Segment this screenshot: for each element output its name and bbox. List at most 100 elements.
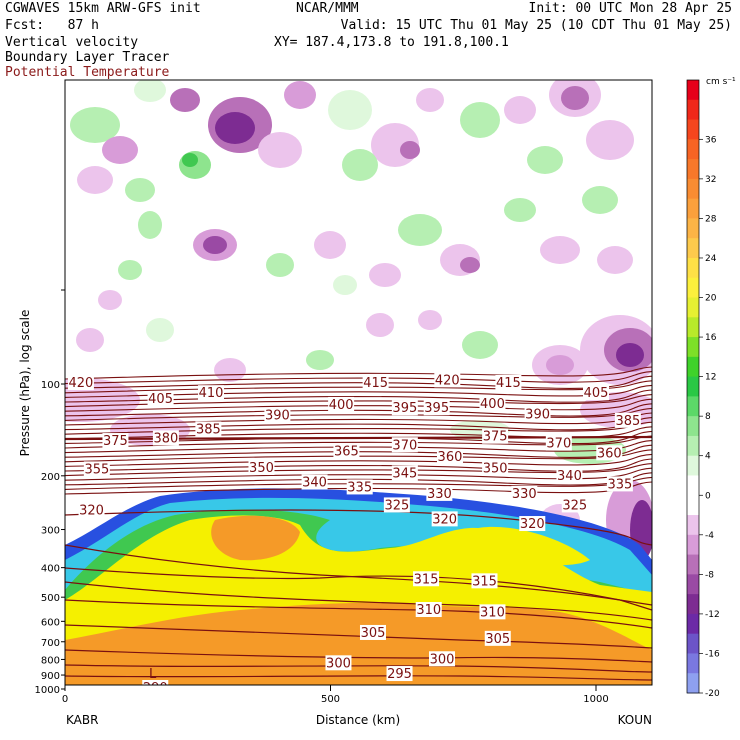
y-axis: 100 200 300 400 500 600 700 800 900 1000 <box>35 289 65 696</box>
vertical-velocity-cell <box>582 186 618 214</box>
colorbar-tick-label: 20 <box>705 294 717 304</box>
theta-label: 340 <box>557 469 582 484</box>
colorbar-swatch <box>687 376 699 397</box>
y-tick-label: 400 <box>41 564 60 575</box>
organization-label: NCAR/MMM <box>296 1 359 16</box>
tracer-orange-blob <box>211 515 300 561</box>
vertical-velocity-cell <box>527 146 563 174</box>
theta-label-bg <box>147 391 174 407</box>
theta-label: 320 <box>432 512 457 527</box>
theta-label-bg <box>495 375 522 390</box>
colorbar-swatch <box>687 613 699 635</box>
colorbar-swatch <box>687 198 699 219</box>
x-axis-label: Distance (km) <box>316 713 400 727</box>
theta-label-bg <box>391 400 418 416</box>
theta-label: 320 <box>520 517 545 532</box>
vertical-velocity-cell <box>400 141 420 159</box>
colorbar-swatch <box>687 574 699 595</box>
colorbar-swatch <box>687 277 699 299</box>
vertical-velocity-cell <box>597 246 633 274</box>
colorbar-swatch <box>687 534 699 556</box>
theta-label-bg <box>78 502 105 518</box>
theta-contour <box>65 624 652 649</box>
vertical-velocity-cell <box>77 166 113 194</box>
theta-label-bg <box>556 468 583 484</box>
theta-label: 295 <box>387 667 412 682</box>
theta-label: 395 <box>424 401 449 416</box>
colorbar-swatch <box>687 356 699 378</box>
tracer-layer-yellow-upper-patch <box>470 526 590 566</box>
theta-label-bg <box>248 460 275 476</box>
vertical-velocity-cell <box>182 153 198 167</box>
theta-label: 420 <box>69 376 94 391</box>
colorbar-frame <box>686 79 700 694</box>
vertical-velocity-cell <box>98 290 122 310</box>
vertical-velocity-cell <box>203 236 227 254</box>
vertical-velocity-cell <box>369 263 401 287</box>
valid-time: Valid: 15 UTC Thu 01 May 25 (10 CDT Thu … <box>340 18 732 33</box>
theta-label: 330 <box>427 487 452 502</box>
theta-contour <box>65 403 652 417</box>
theta-contour <box>65 544 652 611</box>
theta-label-bg <box>524 406 551 422</box>
vertical-velocity-cell <box>102 136 138 164</box>
theta-label-bg <box>346 479 373 495</box>
theta-label: 375 <box>483 430 508 445</box>
theta-label: 410 <box>199 386 224 401</box>
theta-label: 385 <box>615 414 640 429</box>
theta-label-bg <box>436 449 463 465</box>
x-tick-label: 0 <box>62 694 68 705</box>
theta-label: 315 <box>414 572 439 587</box>
vertical-velocity-cell <box>546 355 574 375</box>
colorbar-swatch <box>687 337 699 358</box>
field-label-boundary-layer-tracer: Boundary Layer Tracer <box>5 50 170 65</box>
theta-contour <box>65 384 652 398</box>
vertical-velocity-cell <box>70 107 120 143</box>
colorbar-swatch <box>687 80 699 101</box>
theta-label-bg <box>362 375 389 390</box>
theta-label-bg <box>434 372 461 388</box>
theta-contour <box>65 467 652 481</box>
theta-label: 390 <box>265 409 290 424</box>
colorbar-swatch <box>687 416 699 437</box>
theta-label-bg <box>325 655 352 671</box>
vertical-velocity-cell <box>616 343 644 367</box>
theta-label-bg <box>333 443 360 459</box>
colorbar-swatch <box>687 238 699 259</box>
colorbar-tick-label: 24 <box>705 254 717 264</box>
colorbar-swatch <box>687 435 699 457</box>
y-tick-label: 300 <box>41 526 60 537</box>
vertical-velocity-cell <box>460 257 480 273</box>
theta-label-bg <box>545 435 572 451</box>
field-label-potential-temperature: Potential Temperature <box>5 65 170 80</box>
theta-label-bg <box>328 396 355 412</box>
theta-label-bg <box>83 461 110 477</box>
colorbar-tick-label: 12 <box>705 373 716 383</box>
theta-label-bg <box>423 400 450 416</box>
theta-label-bg <box>614 412 641 428</box>
vertical-velocity-cell <box>314 231 346 259</box>
theta-label-bg <box>426 485 453 501</box>
theta-contour <box>65 380 652 394</box>
vertical-velocity-cell <box>462 331 498 359</box>
theta-label: 335 <box>347 480 372 495</box>
colorbar-swatch <box>687 159 699 180</box>
x-axis: 0 500 1000 <box>62 685 609 705</box>
theta-label: 365 <box>334 445 359 460</box>
theta-label: 335 <box>607 477 632 492</box>
y-tick-label: 100 <box>41 380 60 391</box>
theta-label: 310 <box>480 605 505 620</box>
y-axis-label: Pressure (hPa), log scale <box>18 310 32 457</box>
theta-label-bg <box>301 474 328 490</box>
theta-label: 420 <box>435 373 460 388</box>
vertical-velocity-cell <box>504 198 536 222</box>
theta-label-bg <box>431 511 458 527</box>
theta-label: 370 <box>546 437 571 452</box>
plot-frame <box>64 79 653 686</box>
vertical-velocity-field <box>65 80 652 560</box>
theta-label: 385 <box>196 422 221 437</box>
theta-label: 340 <box>302 476 327 491</box>
theta-label-bg <box>429 651 456 667</box>
colorbar-swatch <box>687 99 699 121</box>
